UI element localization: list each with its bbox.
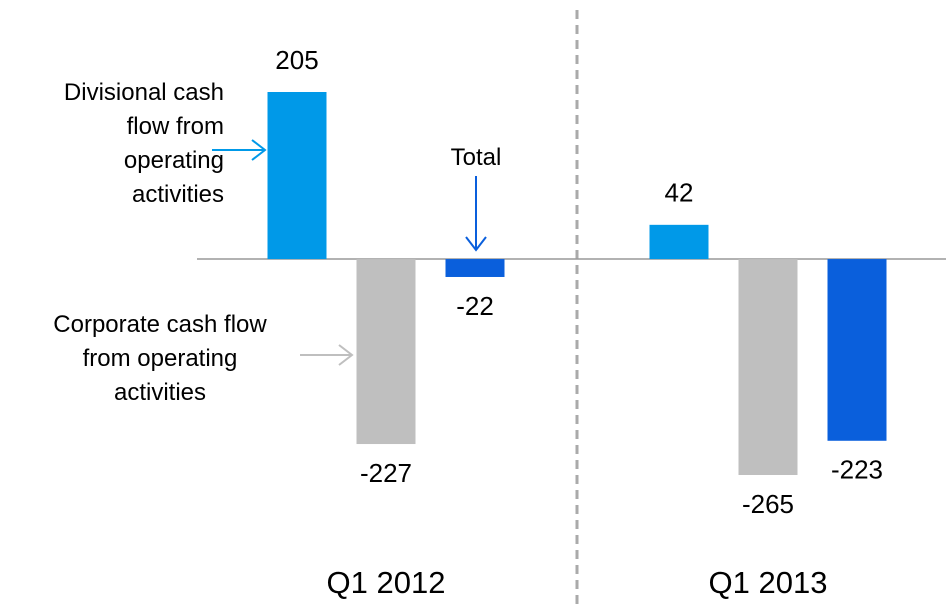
series-annotation: Divisional cash flow from operating acti… [63, 79, 224, 208]
series-annotation: Corporate cash flow from operating activ… [53, 311, 267, 406]
value-label: -223 [831, 455, 883, 485]
bar [649, 224, 709, 260]
annotation-arrowhead [338, 344, 354, 366]
bar [827, 259, 887, 441]
bar [738, 259, 798, 475]
value-label: -265 [742, 489, 794, 519]
value-label: -227 [360, 458, 412, 488]
value-label: 205 [275, 45, 318, 75]
bar [356, 259, 416, 445]
x-tick-label: Q1 2013 [709, 565, 828, 600]
x-tick-label: Q1 2012 [327, 565, 446, 600]
annotation-arrowhead [251, 139, 267, 161]
value-label: 42 [665, 178, 694, 208]
bar [445, 259, 505, 277]
series-annotation: Total [450, 144, 502, 171]
value-label: -22 [456, 291, 494, 321]
annotation-arrowhead [465, 236, 487, 252]
bar [267, 92, 327, 260]
